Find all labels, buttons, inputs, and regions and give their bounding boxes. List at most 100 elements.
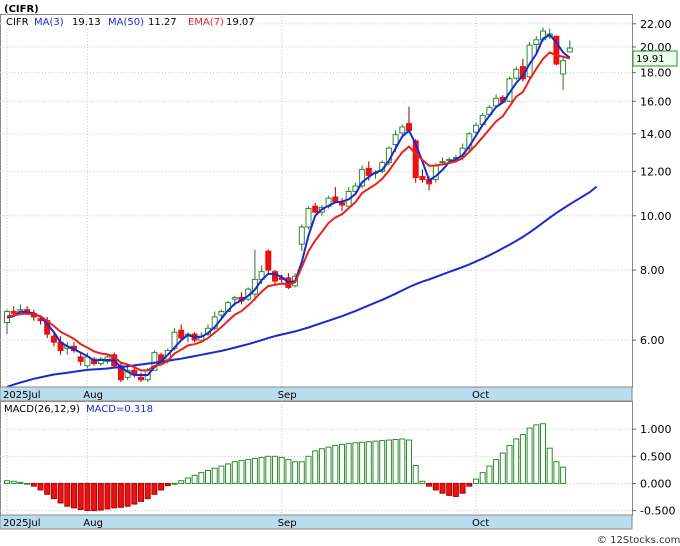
- macd-bar-positive: [473, 478, 479, 484]
- macd-bar-positive: [540, 423, 546, 484]
- legend-ma3-label: MA(3): [34, 17, 64, 28]
- macd-bar-positive: [325, 446, 332, 484]
- macd-bar-positive: [225, 463, 232, 484]
- macd-bar-negative: [64, 482, 71, 507]
- macd-bar-positive: [392, 439, 399, 484]
- candle-up: [392, 134, 399, 145]
- macd-x-tick-label: Sep: [278, 518, 297, 529]
- macd-bar-negative: [446, 482, 453, 496]
- macd-bar-positive: [339, 443, 345, 484]
- macd-bar-positive: [553, 461, 560, 484]
- price-tick-label: 8.00: [640, 264, 665, 277]
- price-badge: 19.91: [632, 50, 678, 67]
- macd-x-tick-label: Oct: [472, 518, 489, 529]
- macd-bar-negative: [50, 482, 57, 500]
- price-tick-label: 10.00: [640, 210, 672, 223]
- price-y-axis: 22.0020.0018.0016.0014.0012.0010.008.006…: [632, 18, 672, 347]
- macd-bar-negative: [158, 482, 165, 491]
- macd-bar-negative: [57, 482, 64, 504]
- title-bar: (CIFR): [4, 4, 39, 15]
- macd-bar-positive: [318, 448, 325, 484]
- macd-bar-positive: [385, 439, 392, 484]
- chart-title: (CIFR): [4, 4, 39, 15]
- price-x-tick-label: Oct: [472, 390, 489, 401]
- macd-bar-negative: [117, 482, 124, 508]
- macd-bar-positive: [278, 456, 285, 484]
- macd-legend: MACD(26,12,9) MACD=0.318: [4, 404, 153, 415]
- macd-bar-negative: [138, 482, 144, 502]
- candle-down: [10, 310, 17, 314]
- candle-down: [138, 376, 144, 381]
- price-panel: 22.0020.0018.0016.0014.0012.0010.008.006…: [0, 14, 672, 388]
- price-x-labels: 2025Jul Aug Sep Oct: [3, 390, 489, 401]
- footer-credit: © 12Stocks.com: [597, 535, 680, 546]
- macd-bar-negative: [44, 482, 51, 495]
- candle-down: [265, 250, 272, 271]
- macd-bar-positive: [332, 444, 339, 484]
- candle-down: [406, 123, 412, 131]
- macd-bar-positive: [218, 465, 225, 484]
- macd-bar-positive: [379, 440, 386, 484]
- price-tick-label: 6.00: [640, 334, 665, 347]
- macd-bar-positive: [399, 438, 406, 484]
- macd-bar-positive: [546, 447, 553, 484]
- macd-bar-positive: [4, 480, 10, 484]
- price-panel-frame: [0, 14, 633, 388]
- macd-bar-positive: [298, 461, 305, 484]
- macd-label: MACD(26,12,9): [4, 404, 80, 415]
- macd-tick-label: 1.000: [640, 423, 672, 436]
- macd-x-tick-label: Aug: [83, 518, 103, 529]
- price-tick-label: 12.00: [640, 165, 672, 178]
- macd-bar-positive: [419, 480, 426, 484]
- macd-bar-positive: [513, 438, 520, 484]
- series-line-ma3: [6, 33, 571, 376]
- candle-up: [560, 60, 567, 75]
- macd-bar-positive: [372, 440, 379, 484]
- macd-tick-label: -0.500: [640, 505, 675, 518]
- candle-down: [77, 356, 84, 362]
- macd-bar-positive: [352, 442, 359, 484]
- macd-bar-negative: [111, 482, 118, 509]
- macd-bar-negative: [164, 482, 171, 487]
- candle-up: [399, 126, 406, 134]
- macd-bar-positive: [506, 444, 513, 484]
- candle-up: [298, 226, 305, 245]
- macd-bar-positive: [184, 477, 191, 484]
- macd-bar-positive: [305, 455, 312, 484]
- indicator-lines: [6, 33, 598, 387]
- macd-bar-positive: [285, 459, 292, 484]
- series-line-ma50: [6, 185, 598, 387]
- macd-bar-positive: [479, 472, 486, 484]
- price-tick-label: 22.00: [640, 18, 672, 31]
- macd-bar-positive: [211, 467, 218, 484]
- macd-bar-negative: [466, 482, 473, 487]
- macd-bar-positive: [178, 480, 185, 484]
- macd-bar-positive: [17, 481, 24, 484]
- macd-value: MACD=0.318: [86, 404, 153, 415]
- macd-bar-negative: [30, 482, 37, 487]
- macd-bar-negative: [131, 482, 138, 505]
- macd-panel: 1.000 0.500 0.000 -0.500: [0, 401, 675, 518]
- candle-up: [446, 158, 453, 161]
- legend-ma50-value: 11.27: [148, 17, 177, 28]
- macd-bar-positive: [519, 434, 526, 484]
- indicator-legend: CIFR MA(3) 19.13 MA(50) 11.27 EMA(7) 19.…: [2, 15, 256, 29]
- price-x-tick-label: Aug: [83, 390, 103, 401]
- price-x-tick-label: Sep: [278, 390, 297, 401]
- macd-bar-positive: [499, 452, 506, 484]
- macd-bars: [4, 423, 567, 512]
- macd-bar-positive: [359, 441, 366, 484]
- macd-bar-positive: [292, 461, 299, 484]
- legend-ma50-label: MA(50): [108, 17, 144, 28]
- macd-bar-negative: [144, 482, 151, 500]
- macd-x-tick-label: 2025Jul: [3, 518, 41, 529]
- price-tick-label: 16.00: [640, 95, 672, 108]
- macd-bar-positive: [493, 459, 500, 484]
- candle-down: [312, 205, 319, 213]
- macd-bar-positive: [486, 465, 493, 484]
- macd-bar-positive: [205, 469, 211, 484]
- candle-up: [473, 124, 479, 133]
- macd-bar-positive: [526, 427, 533, 484]
- price-badge-box: [632, 50, 678, 67]
- macd-y-axis: 1.000 0.500 0.000 -0.500: [632, 423, 675, 518]
